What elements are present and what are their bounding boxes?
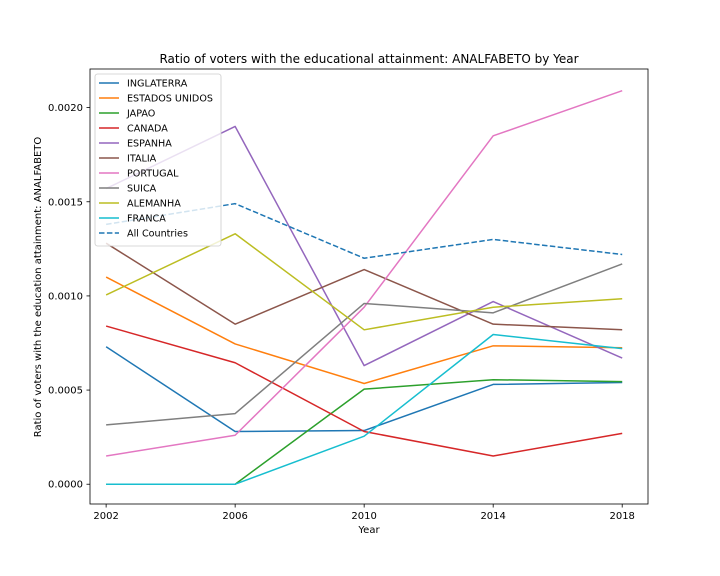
y-tick-label: 0.0020 — [48, 103, 83, 114]
series-line-franca — [106, 333, 623, 485]
series-line-canada — [105, 325, 623, 457]
legend-label: CANADA — [127, 124, 168, 135]
legend-label: INGLATERRA — [127, 79, 188, 90]
legend-label: ITALIA — [127, 154, 157, 165]
x-axis-label: Year — [357, 525, 380, 536]
x-tick-label: 2002 — [93, 511, 118, 522]
series-layer — [105, 89, 623, 485]
x-tick-label: 2006 — [222, 511, 247, 522]
legend-label: ESTADOS UNIDOS — [127, 94, 213, 105]
x-axis: 2002 2006 2010 2014 2018 — [93, 504, 635, 522]
x-tick-label: 2018 — [609, 511, 634, 522]
y-tick-label: 0.0005 — [48, 386, 83, 397]
y-axis-label: Ratio of voters with the education attai… — [33, 137, 44, 438]
legend-box — [94, 73, 222, 247]
series-line-portugal — [106, 89, 623, 457]
y-tick-label: 0.0010 — [48, 291, 83, 302]
y-tick-label: 0.0000 — [48, 480, 83, 491]
series-line-inglaterra — [105, 346, 623, 433]
legend-label: ALEMANHA — [127, 199, 181, 210]
series-line-italia — [105, 242, 623, 331]
legend-label: SUICA — [127, 184, 157, 195]
x-tick-label: 2014 — [480, 511, 505, 522]
y-axis: 0.0000 0.0005 0.0010 0.0015 0.0020 — [48, 103, 90, 491]
legend: INGLATERRA ESTADOS UNIDOS JAPAO CANADA ESPAN… — [94, 73, 222, 247]
series-line-suica — [106, 263, 623, 426]
legend-label: FRANCA — [127, 214, 166, 225]
plot-frame — [89, 68, 649, 505]
legend-label: PORTUGAL — [127, 169, 179, 180]
legend-label: JAPAO — [126, 109, 156, 120]
chart-title: Ratio of voters with the educational att… — [159, 52, 578, 66]
x-tick-label: 2010 — [351, 511, 376, 522]
series-line-alemanha — [105, 233, 623, 331]
series-line-estados-unidos — [105, 276, 623, 385]
legend-label: All Countries — [127, 229, 188, 240]
legend-label: ESPANHA — [127, 139, 172, 150]
y-tick-label: 0.0015 — [48, 197, 83, 208]
